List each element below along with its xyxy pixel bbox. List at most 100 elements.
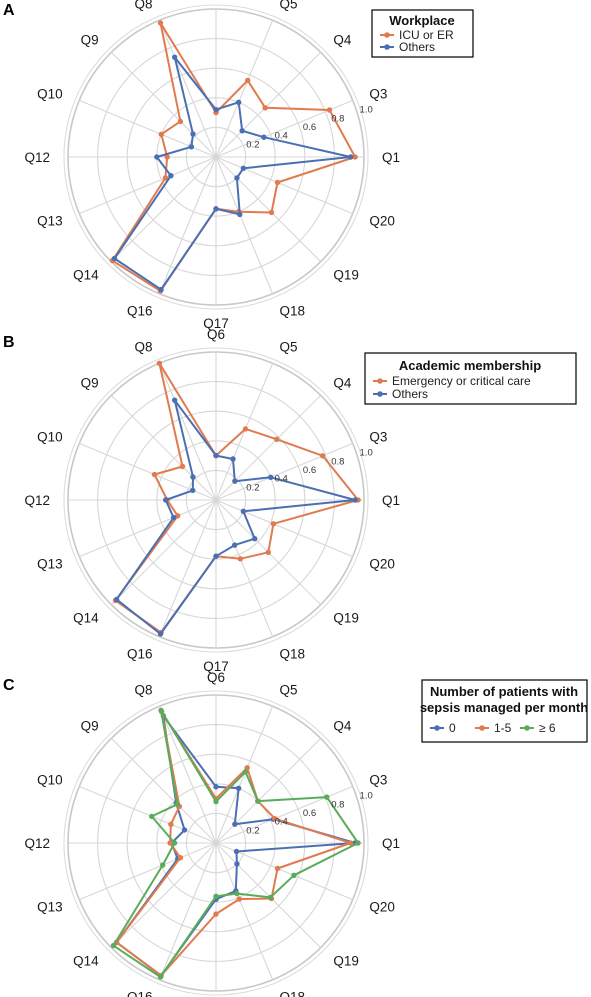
data-point bbox=[319, 453, 326, 459]
radial-tick-label: 0.6 bbox=[303, 808, 316, 819]
axis-label-q6: Q6 bbox=[207, 327, 225, 342]
axis-labels: 0.20.40.60.81.0Q1Q3Q4Q5Q6Q8Q9Q10Q12Q13Q1… bbox=[24, 0, 400, 331]
legend-item-label: Others bbox=[392, 387, 428, 401]
legend-swatch-point bbox=[434, 725, 440, 731]
axis-label-q13: Q13 bbox=[37, 900, 63, 915]
data-point bbox=[170, 514, 177, 521]
series-layer bbox=[110, 707, 361, 980]
data-point bbox=[255, 798, 261, 804]
axis-labels: 0.20.40.60.81.0Q1Q3Q4Q5Q6Q8Q9Q10Q12Q13Q1… bbox=[24, 670, 400, 997]
data-point bbox=[213, 106, 219, 113]
data-point bbox=[267, 474, 274, 481]
grid-spoke bbox=[158, 499, 217, 637]
data-point bbox=[181, 827, 188, 833]
data-point bbox=[234, 175, 240, 181]
grid-spoke bbox=[215, 706, 274, 844]
outer-ring bbox=[63, 690, 369, 996]
data-point bbox=[154, 154, 160, 160]
data-point bbox=[237, 211, 243, 218]
axis-label-q9: Q9 bbox=[81, 33, 99, 48]
data-point bbox=[234, 861, 240, 867]
grid-spoke bbox=[215, 156, 322, 263]
panel-label: B bbox=[3, 334, 15, 351]
data-point bbox=[242, 426, 249, 432]
axis-label-q3: Q3 bbox=[369, 86, 387, 101]
axis-label-q12: Q12 bbox=[24, 150, 50, 165]
data-point bbox=[167, 840, 173, 846]
radial-tick-label: 0.2 bbox=[246, 482, 259, 493]
panel-label: C bbox=[3, 677, 15, 694]
data-point bbox=[213, 798, 219, 805]
legend-swatch-point bbox=[377, 391, 383, 397]
grid-spoke bbox=[110, 499, 217, 606]
legend-item-label: ICU or ER bbox=[399, 28, 454, 42]
data-point bbox=[352, 154, 358, 160]
axis-label-q1: Q1 bbox=[382, 493, 400, 508]
data-point bbox=[262, 105, 268, 111]
axis-label-q16: Q16 bbox=[127, 303, 153, 318]
data-point bbox=[177, 855, 184, 861]
series-layer bbox=[112, 360, 361, 637]
grid-spoke bbox=[79, 842, 217, 901]
legend-box bbox=[364, 352, 577, 405]
axis-label-q9: Q9 bbox=[81, 719, 99, 734]
legend-item-label: Others bbox=[399, 40, 435, 54]
data-point bbox=[324, 794, 330, 800]
radial-tick-label: 0.8 bbox=[331, 113, 344, 124]
outer-ring bbox=[63, 4, 369, 310]
data-point bbox=[162, 497, 169, 503]
axis-label-q5: Q5 bbox=[280, 340, 298, 355]
grid-spoke bbox=[158, 20, 217, 158]
grid-spoke bbox=[215, 842, 322, 949]
grid-spoke bbox=[215, 363, 274, 501]
legend-item-label: ≥ 6 bbox=[539, 721, 556, 735]
data-point bbox=[239, 128, 245, 134]
grid-spoke bbox=[215, 499, 274, 637]
data-point bbox=[158, 131, 165, 138]
axis-label-q14: Q14 bbox=[73, 610, 99, 625]
axis-label-q3: Q3 bbox=[369, 429, 387, 444]
grid-spoke bbox=[110, 394, 217, 501]
grid-spoke bbox=[215, 842, 274, 980]
data-point bbox=[273, 436, 280, 443]
data-point bbox=[168, 172, 174, 179]
axis-label-q18: Q18 bbox=[280, 303, 306, 318]
radial-tick-label: 0.2 bbox=[246, 139, 259, 150]
radial-tick-label: 1.0 bbox=[360, 791, 373, 802]
series-line bbox=[115, 710, 352, 977]
radial-tick-label: 0.6 bbox=[303, 465, 316, 476]
data-point bbox=[171, 840, 178, 846]
series-line bbox=[115, 714, 357, 977]
axis-label-q19: Q19 bbox=[333, 953, 359, 968]
data-point bbox=[157, 631, 164, 637]
grid-spoke bbox=[215, 51, 322, 158]
axis-label-q20: Q20 bbox=[369, 557, 395, 572]
data-point bbox=[232, 821, 238, 827]
data-point bbox=[159, 862, 166, 868]
data-point bbox=[265, 549, 272, 556]
radial-tick-label: 0.8 bbox=[331, 456, 344, 467]
grid-spoke bbox=[215, 442, 353, 501]
series-line bbox=[112, 709, 360, 978]
axis-label-q14: Q14 bbox=[73, 267, 99, 282]
data-point bbox=[232, 478, 238, 484]
axis-label-q13: Q13 bbox=[37, 214, 63, 229]
axis-label-q5: Q5 bbox=[280, 683, 298, 698]
radar-grid bbox=[63, 347, 369, 653]
axis-label-q5: Q5 bbox=[280, 0, 298, 12]
data-point bbox=[274, 865, 281, 872]
data-point bbox=[291, 872, 297, 878]
grid-spoke bbox=[215, 156, 353, 215]
data-point bbox=[245, 77, 251, 84]
data-point bbox=[113, 596, 120, 603]
data-point bbox=[347, 840, 354, 846]
legend-item-label: 0 bbox=[449, 721, 456, 735]
data-point bbox=[213, 911, 219, 917]
data-point bbox=[157, 20, 164, 26]
legend-title-line-1: Number of patients with bbox=[430, 684, 578, 699]
axis-labels: 0.20.40.60.81.0Q1Q3Q4Q5Q6Q8Q9Q10Q12Q13Q1… bbox=[24, 327, 400, 674]
axis-label-q10: Q10 bbox=[37, 86, 63, 101]
data-point bbox=[347, 154, 354, 160]
legend-item-label: 1-5 bbox=[494, 721, 512, 735]
